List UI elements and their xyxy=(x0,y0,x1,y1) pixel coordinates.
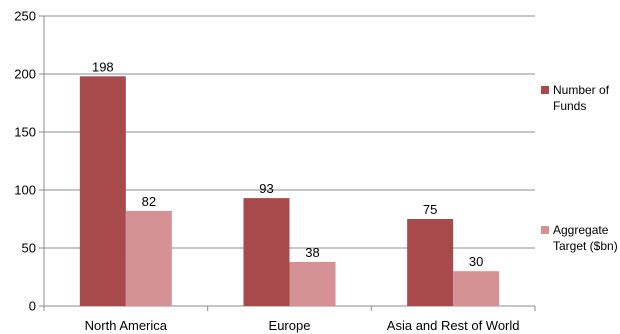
bar-value-label: 82 xyxy=(142,194,156,209)
bar-value-label: 198 xyxy=(92,59,114,74)
legend-label: Aggregate Target ($bn) xyxy=(553,223,618,253)
bar-value-label: 30 xyxy=(469,254,483,269)
y-tick-label: 0 xyxy=(29,299,36,314)
bar-aggregate-target xyxy=(453,271,500,306)
bar-number-of-funds xyxy=(79,76,126,306)
bar-value-label: 38 xyxy=(305,245,319,260)
y-tick-label: 200 xyxy=(14,67,36,82)
bar-aggregate-target xyxy=(289,261,336,306)
x-category-label: Asia and Rest of World xyxy=(387,318,520,333)
legend-label-line: Aggregate xyxy=(553,223,609,237)
y-tick-label: 100 xyxy=(14,183,36,198)
legend-swatch xyxy=(541,226,549,234)
y-tick-label: 250 xyxy=(14,9,36,24)
legend-label-line: Number of xyxy=(553,83,610,97)
legend-label-line: Target ($bn) xyxy=(553,239,618,253)
bar-number-of-funds xyxy=(243,198,290,306)
legend-label: Number of Funds xyxy=(553,83,610,113)
y-tick-label: 50 xyxy=(22,241,36,256)
axes: 0 50 100 150 200 250 North America Europe Asia a… xyxy=(14,9,536,333)
x-category-label: North America xyxy=(85,318,168,333)
bar-aggregate-target xyxy=(125,210,172,306)
bar-number-of-funds xyxy=(407,219,454,306)
data-labels: 198 82 93 38 75 30 xyxy=(92,59,483,269)
legend-swatch xyxy=(541,86,549,94)
bar-value-label: 93 xyxy=(259,181,273,196)
bar-value-label: 75 xyxy=(423,202,437,217)
legend-label-line: Funds xyxy=(553,99,586,113)
legend: Number of Funds Aggregate Target ($bn) xyxy=(541,83,618,253)
y-tick-label: 150 xyxy=(14,125,36,140)
bars xyxy=(79,76,500,306)
x-category-label: Europe xyxy=(269,318,311,333)
